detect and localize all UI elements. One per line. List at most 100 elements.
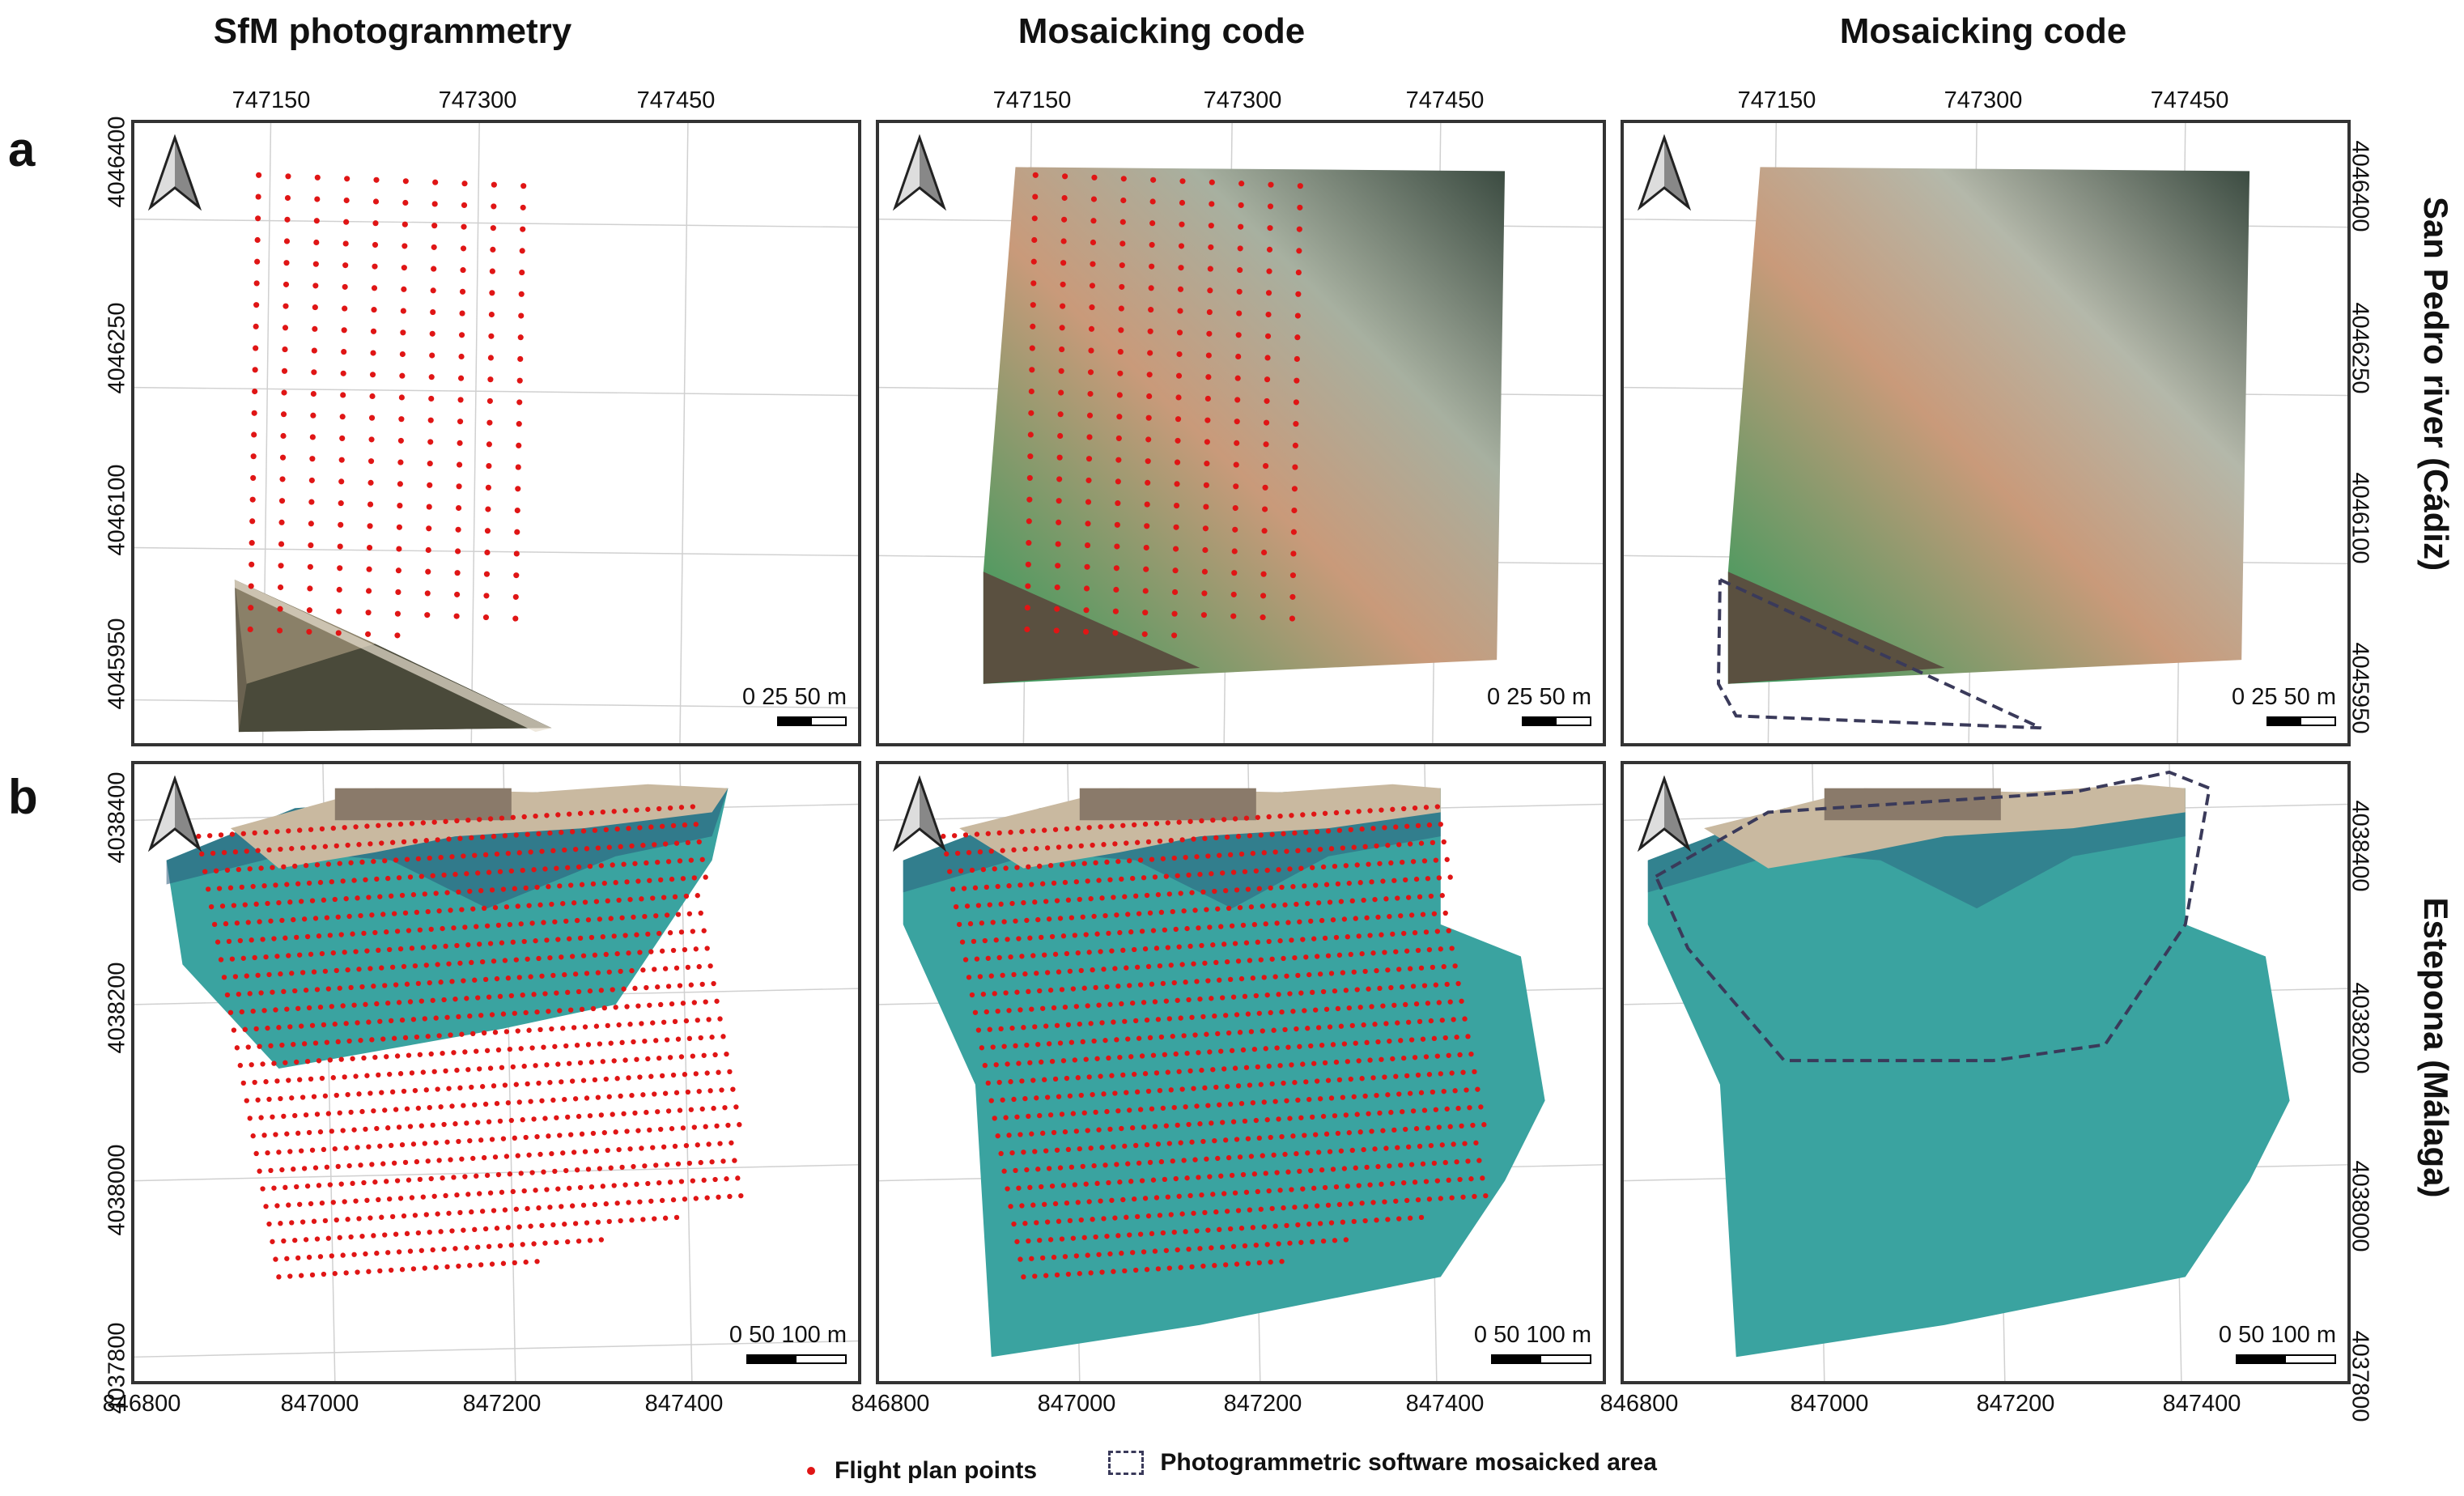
- flight-point: [366, 566, 372, 572]
- flight-point: [1310, 865, 1315, 870]
- flight-point: [1199, 818, 1204, 824]
- flight-point: [1035, 916, 1041, 923]
- flight-point: [559, 830, 564, 835]
- flight-point: [372, 929, 378, 936]
- flight-point: [1132, 822, 1137, 828]
- flight-point: [396, 1124, 402, 1130]
- flight-point: [1385, 967, 1391, 973]
- flight-point: [1127, 983, 1132, 988]
- flight-point: [567, 936, 572, 941]
- flight-point: [521, 938, 527, 945]
- flight-point: [1322, 810, 1328, 816]
- flight-point: [1449, 1070, 1455, 1076]
- flight-point: [1434, 804, 1440, 810]
- flight-point: [667, 805, 673, 811]
- scale-bar: 0 50 100 m: [2219, 1322, 2336, 1368]
- flight-point: [1404, 823, 1410, 829]
- map-panel-b-mosaic[interactable]: 0 50 100 m: [876, 761, 1606, 1384]
- flight-point: [534, 1134, 540, 1140]
- flight-point: [372, 241, 379, 248]
- flight-point: [470, 1155, 476, 1162]
- flight-point: [983, 884, 989, 890]
- flight-point: [971, 938, 977, 945]
- flight-point: [376, 822, 381, 828]
- flight-point: [1082, 628, 1090, 635]
- flight-point: [1393, 824, 1399, 830]
- flight-point: [1400, 859, 1405, 865]
- flight-point: [518, 312, 525, 319]
- flight-point: [515, 1028, 520, 1034]
- flight-point: [430, 287, 436, 294]
- flight-point: [1001, 1168, 1007, 1174]
- flight-point: [961, 886, 967, 891]
- flight-point: [1026, 1238, 1031, 1244]
- flight-point: [1455, 980, 1461, 987]
- flight-point: [401, 243, 408, 249]
- flight-point: [516, 377, 523, 384]
- flight-point: [662, 1090, 669, 1096]
- flight-point: [312, 325, 318, 332]
- flight-point: [499, 815, 505, 821]
- flight-point: [254, 236, 261, 244]
- flight-point: [1436, 875, 1442, 881]
- flight-point: [244, 1098, 249, 1103]
- flight-point: [645, 1180, 651, 1187]
- flight-point: [250, 1008, 256, 1014]
- flight-point: [515, 486, 521, 492]
- flight-point: [385, 875, 391, 882]
- flight-point: [1199, 1192, 1204, 1198]
- flight-point: [1210, 1192, 1216, 1197]
- flight-point: [1174, 481, 1180, 487]
- flight-point: [317, 1004, 324, 1010]
- flight-point: [1200, 1263, 1206, 1269]
- flight-point: [691, 1000, 697, 1005]
- flight-point: [1449, 1195, 1455, 1201]
- flight-point: [1303, 1079, 1309, 1085]
- flight-point: [516, 1099, 522, 1105]
- map-panel-a-mosaic[interactable]: 0 25 50 m: [876, 120, 1606, 746]
- flight-point: [725, 1122, 731, 1128]
- flight-point: [632, 861, 638, 866]
- flight-point: [491, 958, 497, 964]
- flight-point: [1204, 1156, 1209, 1162]
- flight-point: [399, 1017, 406, 1023]
- flight-point: [242, 1026, 248, 1032]
- flight-point: [1285, 1169, 1291, 1175]
- flight-point: [557, 1008, 563, 1014]
- flight-point: [539, 1098, 545, 1103]
- flight-point: [1205, 374, 1212, 380]
- flight-point: [244, 848, 249, 854]
- flight-point: [370, 350, 376, 356]
- flight-point: [355, 1020, 360, 1026]
- flight-point: [1165, 1069, 1170, 1075]
- flight-point: [707, 963, 713, 969]
- flight-point: [614, 1201, 620, 1206]
- flight-point: [1336, 1077, 1343, 1083]
- flight-point: [253, 323, 259, 329]
- flight-point: [427, 417, 434, 423]
- flight-point: [503, 1154, 510, 1159]
- flight-point: [283, 303, 289, 309]
- flight-point: [631, 1039, 636, 1045]
- flight-point: [1289, 1187, 1294, 1192]
- flight-point: [341, 348, 347, 355]
- flight-point: [1189, 1139, 1195, 1145]
- flight-point: [1217, 977, 1222, 983]
- flight-point: [457, 440, 463, 446]
- flight-point: [967, 920, 974, 927]
- map-panel-b-sfm[interactable]: 0 50 100 m: [131, 761, 861, 1384]
- flight-point: [512, 1010, 517, 1016]
- flight-point: [541, 920, 546, 925]
- flight-point: [1253, 868, 1260, 874]
- flight-point: [733, 1104, 739, 1110]
- flight-point: [266, 1221, 272, 1227]
- flight-point: [1290, 1133, 1296, 1139]
- map-panel-a-sfm[interactable]: 0 25 50 m: [131, 120, 861, 746]
- flight-point: [374, 1250, 380, 1256]
- map-panel-b-mosaic-outline[interactable]: 0 50 100 m: [1621, 761, 2351, 1384]
- flight-point: [281, 988, 287, 995]
- map-panel-a-mosaic-outline[interactable]: 0 25 50 m: [1621, 120, 2351, 746]
- flight-point: [690, 929, 695, 934]
- tick-left: 4045950: [104, 618, 130, 710]
- flight-point: [554, 1239, 559, 1245]
